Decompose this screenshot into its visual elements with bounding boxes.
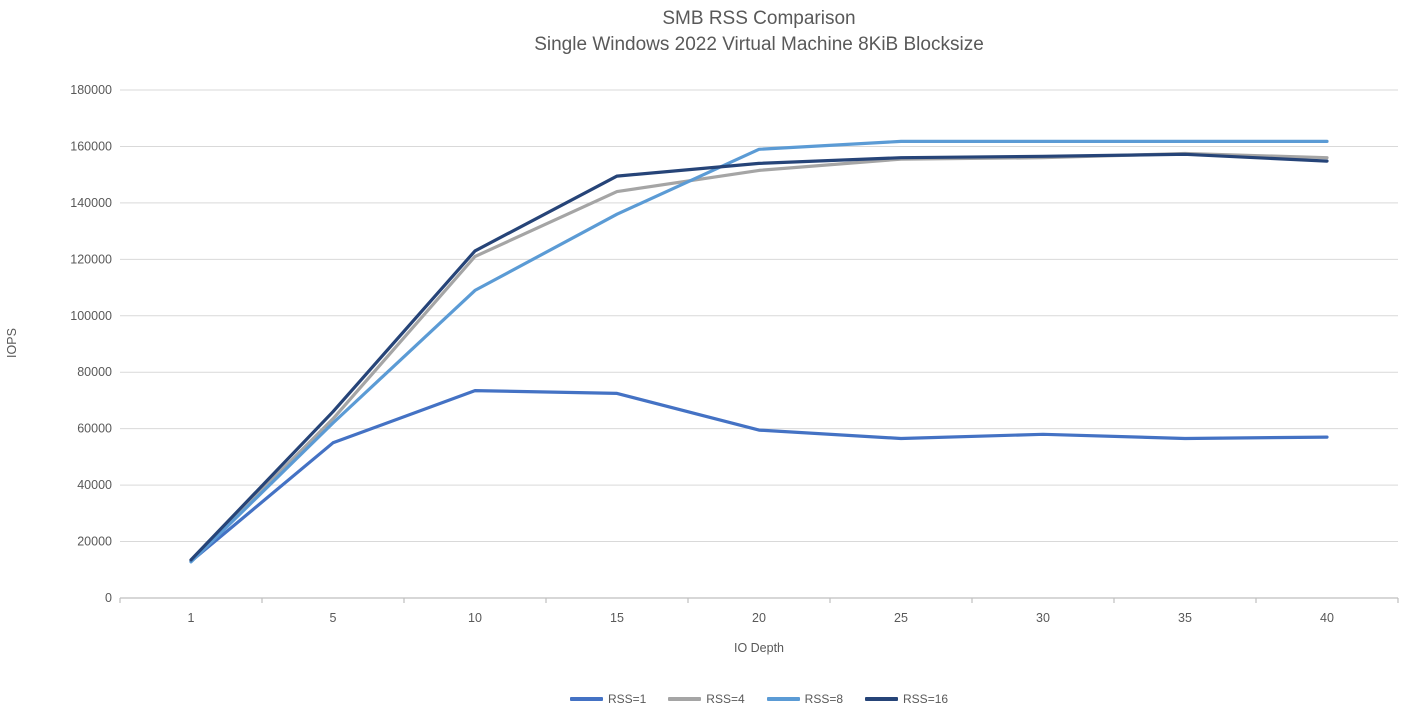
series-line-rss-1 [189, 389, 1329, 563]
legend-label: RSS=16 [903, 692, 949, 706]
series-line-rss-4 [189, 151, 1329, 563]
legend-swatch [569, 697, 603, 701]
y-tick-label: 40000 [77, 478, 112, 492]
legend-item-rss-4: RSS=4 [668, 692, 745, 706]
y-tick-label: 80000 [77, 365, 112, 379]
y-tick-label: 100000 [70, 309, 112, 323]
y-tick-label: 120000 [70, 252, 112, 266]
chart-title-block: SMB RSS Comparison Single Windows 2022 V… [120, 6, 1398, 58]
chart-title: SMB RSS Comparison [662, 8, 856, 29]
legend-label: RSS=4 [706, 692, 745, 706]
x-axis-title: IO Depth [733, 641, 785, 655]
x-tick-label: 15 [610, 611, 624, 625]
x-tick-label: 1 [188, 611, 195, 625]
x-tick-label: 20 [752, 611, 766, 625]
legend-swatch [766, 697, 800, 701]
x-tick-label: 40 [1320, 611, 1334, 625]
x-tick-label: 10 [468, 611, 482, 625]
y-tick-label: 140000 [70, 196, 112, 210]
legend-label: RSS=1 [607, 692, 647, 706]
x-tick-label: 25 [894, 611, 908, 625]
y-tick-label: 60000 [77, 422, 112, 436]
y-tick-label: 160000 [70, 139, 112, 153]
legend-item-rss-1: RSS=1 [569, 692, 647, 706]
legend-item-rss-8: RSS=8 [766, 692, 844, 706]
x-tick-label: 35 [1178, 611, 1192, 625]
legend-swatch [668, 697, 702, 701]
x-tick-label: 5 [330, 611, 337, 625]
series-line-rss-16 [189, 152, 1329, 562]
chart-subtitle: Single Windows 2022 Virtual Machine 8KiB… [534, 34, 984, 55]
legend-item-rss-16: RSS=16 [865, 692, 948, 706]
x-tick-label: 30 [1036, 611, 1050, 625]
series-line-rss-8 [189, 139, 1329, 564]
legend-label: RSS=8 [804, 692, 844, 706]
y-tick-label: 180000 [70, 83, 112, 97]
y-tick-label: 20000 [77, 535, 112, 549]
y-tick-label: 0 [105, 591, 112, 605]
legend: RSS=1 RSS=4 RSS=8 RSS=16 [120, 692, 1398, 706]
legend-swatch [865, 697, 899, 701]
